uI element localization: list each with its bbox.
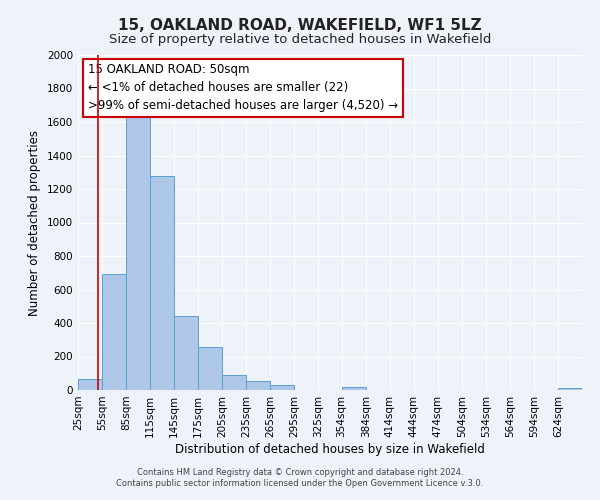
Y-axis label: Number of detached properties: Number of detached properties bbox=[28, 130, 41, 316]
Text: Contains HM Land Registry data © Crown copyright and database right 2024.
Contai: Contains HM Land Registry data © Crown c… bbox=[116, 468, 484, 487]
Bar bbox=[198, 348, 222, 390]
Text: 15 OAKLAND ROAD: 50sqm
← <1% of detached houses are smaller (22)
>99% of semi-de: 15 OAKLAND ROAD: 50sqm ← <1% of detached… bbox=[88, 64, 398, 112]
Bar bbox=[174, 316, 198, 390]
Bar bbox=[558, 388, 582, 390]
Bar bbox=[246, 381, 271, 390]
X-axis label: Distribution of detached houses by size in Wakefield: Distribution of detached houses by size … bbox=[175, 442, 485, 456]
Bar bbox=[341, 388, 365, 390]
Bar bbox=[271, 385, 295, 390]
Bar bbox=[126, 117, 150, 390]
Bar bbox=[78, 379, 102, 390]
Text: Size of property relative to detached houses in Wakefield: Size of property relative to detached ho… bbox=[109, 32, 491, 46]
Text: 15, OAKLAND ROAD, WAKEFIELD, WF1 5LZ: 15, OAKLAND ROAD, WAKEFIELD, WF1 5LZ bbox=[118, 18, 482, 32]
Bar bbox=[150, 176, 174, 390]
Bar bbox=[102, 274, 126, 390]
Bar bbox=[222, 375, 246, 390]
